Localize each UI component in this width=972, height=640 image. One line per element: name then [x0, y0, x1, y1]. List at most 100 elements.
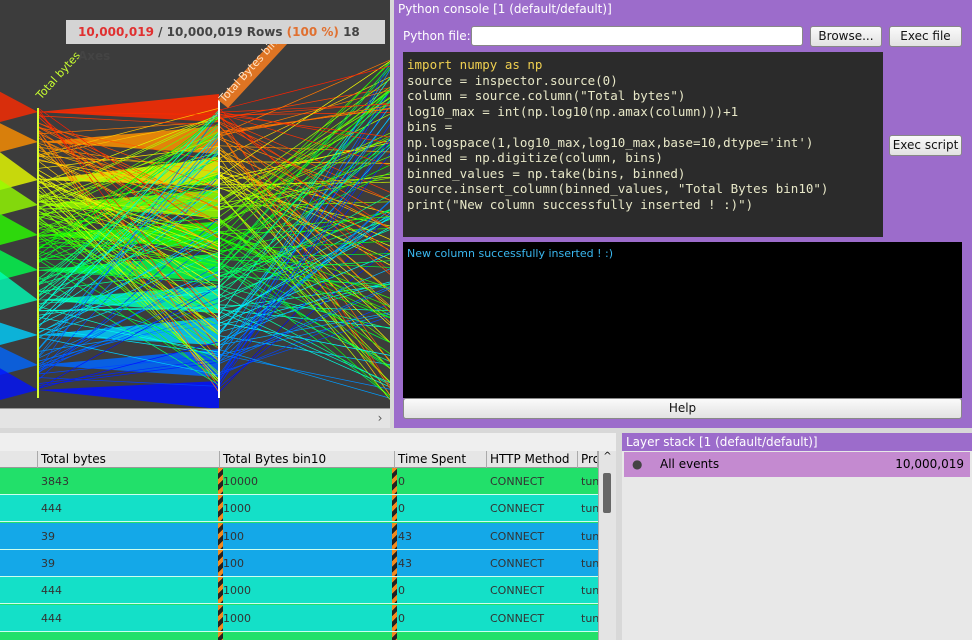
data-line: [37, 201, 220, 254]
table-body: 3843 10000 0 CONNECT tun 444 1000 0 CONNECT tun 39…: [0, 468, 598, 640]
data-line: [218, 194, 390, 291]
cluster-band: [38, 94, 219, 122]
data-line: [218, 172, 390, 255]
table-cell: 1000: [223, 584, 251, 598]
data-line: [218, 321, 390, 356]
cluster-band: [0, 271, 38, 310]
data-line: [218, 287, 390, 362]
exec-file-button[interactable]: Exec file: [889, 26, 962, 47]
data-line: [218, 116, 390, 360]
data-line: [37, 272, 220, 337]
table-cell: 39: [41, 529, 55, 543]
table-cell: tun: [581, 529, 598, 543]
data-line: [37, 259, 220, 379]
table-cell: 0: [398, 611, 405, 625]
data-line: [37, 176, 220, 375]
data-line: [218, 125, 390, 275]
data-line: [37, 285, 220, 373]
data-line: [37, 181, 220, 251]
table-row: 444 1000 0 CONNECT tun: [0, 495, 598, 523]
row-separator: [392, 522, 397, 549]
code-line: source.insert_column(binned_values, "Tot…: [407, 181, 829, 196]
data-line: [37, 115, 220, 201]
data-line: [218, 217, 390, 321]
data-line: [218, 105, 390, 136]
data-line: [218, 156, 390, 396]
code-line: binned = np.digitize(column, bins): [407, 150, 663, 165]
data-line: [37, 267, 220, 272]
data-line: [218, 217, 390, 382]
cluster-band: [38, 253, 219, 282]
data-line: [37, 286, 220, 390]
table-row: 444 1000 0 CONNECT tun: [0, 577, 598, 605]
data-line: [37, 179, 220, 333]
cluster-band: [0, 91, 38, 122]
exec-script-button[interactable]: Exec script: [889, 135, 962, 156]
data-line: [218, 201, 390, 208]
console-title: Python console [1 (default/default)]: [398, 2, 612, 16]
file-input[interactable]: [471, 26, 803, 46]
data-line: [37, 132, 220, 235]
data-line: [37, 251, 220, 333]
h-scrollbar[interactable]: ›: [0, 408, 390, 428]
layer-title: Layer stack [1 (default/default)]: [622, 433, 972, 451]
data-line: [37, 169, 220, 277]
header-cell: HTTP Method: [487, 451, 578, 468]
data-line: [218, 86, 390, 209]
data-line: [37, 215, 220, 264]
data-line: [37, 336, 220, 376]
table-cell: tun: [581, 502, 598, 516]
data-line: [218, 114, 390, 387]
data-line: [37, 358, 220, 385]
data-line: [218, 200, 390, 358]
data-line: [37, 354, 220, 375]
data-line: [37, 108, 220, 350]
table-row: 39 100 43 CONNECT tun: [0, 522, 598, 550]
data-line: [37, 199, 220, 210]
data-line: [37, 118, 220, 157]
table-cell: CONNECT: [490, 529, 545, 543]
browse-button[interactable]: Browse...: [810, 26, 882, 47]
data-line: [218, 218, 390, 369]
data-line: [218, 216, 390, 343]
data-line: [218, 100, 390, 230]
data-line: [37, 151, 220, 204]
data-line: [218, 164, 390, 247]
cluster-band: [0, 322, 38, 345]
table-cell: tun: [581, 475, 598, 488]
data-line: [37, 269, 220, 284]
data-line: [218, 117, 390, 336]
data-line: [37, 180, 220, 245]
header-cell: Total Bytes bin10: [220, 451, 395, 468]
data-line: [37, 107, 220, 238]
header-cell: Time Spent: [395, 451, 487, 468]
data-line: [218, 253, 390, 259]
data-line: [218, 90, 390, 218]
v-scrollbar[interactable]: ^: [598, 451, 616, 640]
code-line: binned_values = np.take(bins, binned): [407, 165, 686, 181]
row-separator: [218, 577, 223, 604]
data-line: [37, 237, 220, 326]
code-editor[interactable]: import numpy as np source = inspector.sou…: [403, 52, 883, 237]
cluster-band: [0, 213, 38, 245]
data-line: [37, 154, 220, 248]
data-line: [218, 144, 390, 287]
stats-bar: 10,000,019 / 10,000,019 Rows (100 %) 18 …: [66, 20, 385, 63]
table-cell: 444: [41, 611, 62, 625]
data-line: [218, 173, 390, 205]
data-line: [37, 203, 220, 284]
table-row: 39 100 43 CONNECT tun: [0, 549, 598, 577]
help-button[interactable]: Help: [403, 398, 962, 419]
data-line: [218, 286, 390, 362]
data-line: [218, 62, 390, 228]
table-cell: 1000: [223, 502, 251, 516]
visibility-icon[interactable]: ●: [632, 457, 643, 471]
data-line: [218, 161, 390, 164]
selected-count: 10,000,019: [78, 25, 154, 39]
data-line: [37, 187, 220, 263]
cluster-band: [0, 250, 38, 280]
data-line: [218, 354, 390, 390]
layer-row[interactable]: ● All events 10,000,019: [624, 452, 970, 477]
row-separator: [392, 631, 397, 640]
table-cell: CONNECT: [490, 611, 545, 625]
